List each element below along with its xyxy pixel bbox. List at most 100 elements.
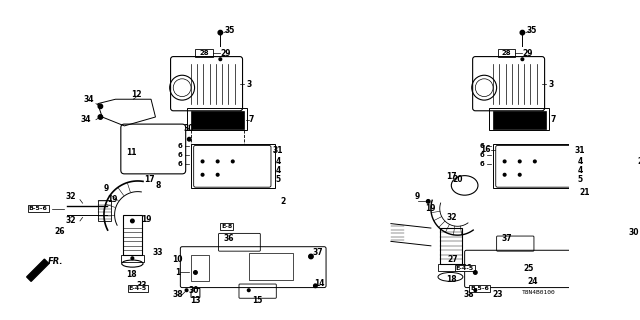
Circle shape bbox=[520, 30, 525, 35]
Text: 9: 9 bbox=[104, 184, 109, 193]
Bar bbox=[98, 200, 111, 221]
Text: 30: 30 bbox=[188, 286, 199, 295]
Circle shape bbox=[216, 160, 219, 163]
Text: 5: 5 bbox=[275, 175, 280, 184]
Text: 36: 36 bbox=[224, 234, 234, 243]
Circle shape bbox=[534, 160, 536, 163]
Text: 38: 38 bbox=[464, 290, 474, 299]
Text: B-5-6: B-5-6 bbox=[470, 286, 489, 291]
Text: 31: 31 bbox=[273, 146, 284, 155]
Circle shape bbox=[232, 160, 234, 163]
Circle shape bbox=[194, 271, 197, 274]
Circle shape bbox=[201, 173, 204, 176]
Bar bbox=[191, 255, 209, 281]
Text: 6: 6 bbox=[480, 152, 484, 158]
Text: 7: 7 bbox=[249, 115, 254, 124]
Text: 17: 17 bbox=[144, 175, 155, 184]
Text: 37: 37 bbox=[313, 248, 323, 257]
Text: 11: 11 bbox=[126, 148, 137, 157]
Circle shape bbox=[426, 200, 430, 203]
Text: 38: 38 bbox=[172, 290, 183, 299]
Circle shape bbox=[503, 173, 506, 176]
Bar bbox=[440, 228, 462, 264]
Circle shape bbox=[474, 271, 477, 274]
Text: 33: 33 bbox=[137, 281, 147, 290]
Circle shape bbox=[131, 257, 134, 260]
Text: 19: 19 bbox=[108, 195, 118, 204]
Text: 27: 27 bbox=[448, 255, 458, 264]
Text: 31: 31 bbox=[575, 146, 586, 155]
Bar bbox=[191, 144, 275, 188]
Bar bbox=[123, 215, 142, 255]
Text: 16: 16 bbox=[480, 145, 490, 154]
Circle shape bbox=[131, 219, 134, 223]
Text: 6: 6 bbox=[480, 143, 484, 149]
Text: B-5-6: B-5-6 bbox=[29, 206, 47, 211]
Text: 6: 6 bbox=[178, 161, 183, 167]
Text: 19: 19 bbox=[141, 215, 152, 224]
Circle shape bbox=[248, 289, 250, 292]
Text: 30: 30 bbox=[184, 124, 195, 133]
Text: 26: 26 bbox=[54, 227, 65, 236]
Text: 4: 4 bbox=[577, 166, 583, 175]
Text: 4: 4 bbox=[275, 157, 281, 166]
Text: 22: 22 bbox=[637, 157, 640, 166]
Bar bbox=[493, 111, 547, 129]
Circle shape bbox=[219, 58, 221, 60]
Bar bbox=[121, 255, 144, 262]
Text: 9: 9 bbox=[415, 192, 420, 202]
Text: 23: 23 bbox=[492, 290, 503, 299]
Text: 32: 32 bbox=[66, 192, 76, 202]
Bar bbox=[438, 264, 464, 271]
Text: FR.: FR. bbox=[47, 257, 63, 266]
Text: 6: 6 bbox=[178, 143, 183, 149]
Text: 4: 4 bbox=[275, 166, 281, 175]
Text: 10: 10 bbox=[172, 255, 183, 264]
Text: 21: 21 bbox=[579, 188, 590, 197]
Bar bbox=[493, 144, 577, 188]
Text: 32: 32 bbox=[66, 216, 76, 226]
Text: 34: 34 bbox=[84, 95, 94, 104]
Text: 5: 5 bbox=[577, 175, 582, 184]
Text: 35: 35 bbox=[526, 26, 536, 35]
Circle shape bbox=[518, 160, 521, 163]
Text: 29: 29 bbox=[220, 49, 231, 58]
Text: 15: 15 bbox=[252, 296, 263, 305]
Text: 28: 28 bbox=[502, 50, 511, 56]
Text: 18: 18 bbox=[126, 270, 137, 279]
Text: 4: 4 bbox=[577, 157, 583, 166]
Text: 3: 3 bbox=[246, 80, 252, 89]
Text: 2: 2 bbox=[280, 197, 285, 206]
Text: 7: 7 bbox=[551, 115, 556, 124]
Text: 35: 35 bbox=[224, 26, 234, 35]
Text: 29: 29 bbox=[522, 49, 533, 58]
Circle shape bbox=[188, 137, 191, 141]
Bar bbox=[187, 108, 247, 130]
Text: 18: 18 bbox=[446, 275, 456, 284]
Circle shape bbox=[98, 115, 102, 119]
Text: E-4-5: E-4-5 bbox=[129, 286, 147, 291]
Circle shape bbox=[98, 104, 102, 108]
Bar bbox=[488, 108, 549, 130]
Text: 13: 13 bbox=[190, 296, 201, 305]
Text: 19: 19 bbox=[426, 204, 436, 213]
Circle shape bbox=[216, 173, 219, 176]
Bar bbox=[191, 111, 244, 129]
Bar bbox=[195, 49, 213, 58]
Text: 28: 28 bbox=[200, 50, 209, 56]
Text: 12: 12 bbox=[131, 90, 141, 99]
Text: T8N4B0100: T8N4B0100 bbox=[522, 290, 556, 294]
Text: 37: 37 bbox=[501, 234, 512, 243]
Text: E-8: E-8 bbox=[221, 224, 232, 229]
Bar bbox=[249, 253, 293, 280]
Text: 6: 6 bbox=[480, 161, 484, 167]
Text: 25: 25 bbox=[524, 264, 534, 273]
Text: 14: 14 bbox=[315, 279, 325, 288]
Bar bbox=[497, 49, 515, 58]
Text: 20: 20 bbox=[452, 175, 463, 184]
Text: 8: 8 bbox=[156, 181, 161, 190]
Text: 34: 34 bbox=[81, 115, 92, 124]
Circle shape bbox=[201, 160, 204, 163]
Circle shape bbox=[218, 30, 223, 35]
Text: 6: 6 bbox=[178, 152, 183, 158]
